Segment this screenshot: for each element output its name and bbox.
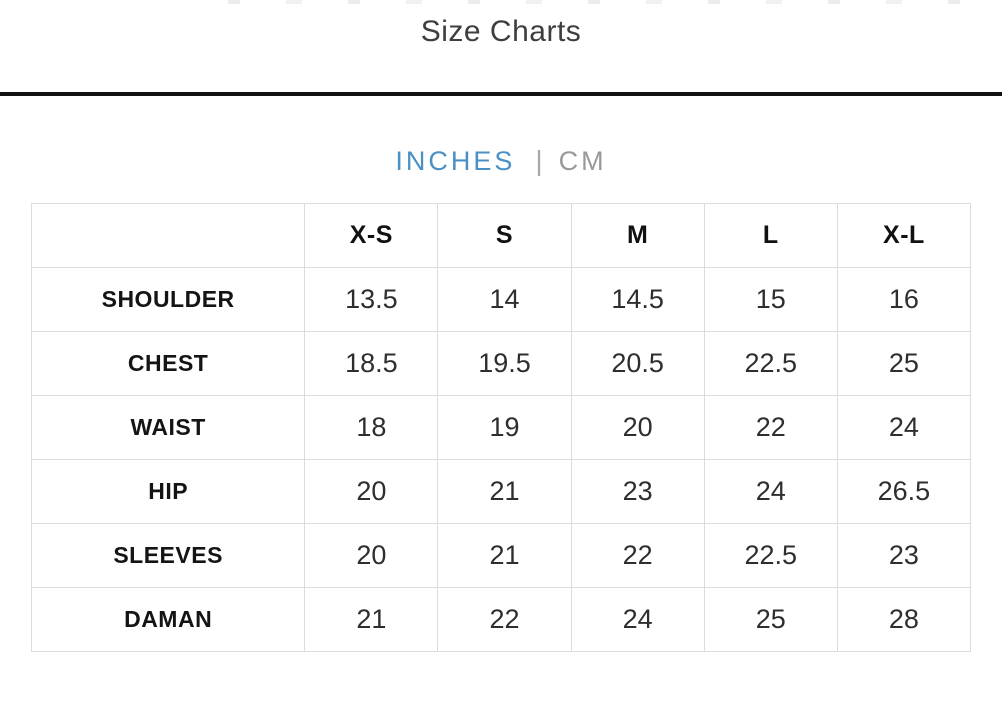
unit-toggle: INCHES | CM: [0, 144, 1002, 178]
row-label: HIP: [30, 459, 306, 524]
table-row-daman: DAMAN 21 22 24 25 28: [30, 587, 972, 652]
table-row-chest: CHEST 18.5 19.5 20.5 22.5 25: [30, 331, 972, 396]
row-label: CHEST: [30, 331, 306, 396]
column-header-m: M: [570, 203, 705, 268]
row-label: SLEEVES: [30, 523, 306, 588]
size-value: 28: [836, 587, 972, 652]
table-header-row: X-S S M L X-L: [30, 203, 972, 268]
size-value: 25: [836, 331, 972, 396]
size-value: 25: [703, 587, 838, 652]
size-value: 13.5: [304, 267, 439, 332]
size-value: 21: [304, 587, 439, 652]
title-divider: [0, 92, 1002, 96]
unit-separator: |: [535, 145, 543, 176]
row-label: WAIST: [30, 395, 306, 460]
size-value: 22.5: [703, 331, 838, 396]
column-header-empty: [30, 203, 306, 268]
size-value: 24: [570, 587, 705, 652]
column-header-xl: X-L: [836, 203, 972, 268]
size-value: 23: [836, 523, 972, 588]
size-value: 20: [304, 523, 439, 588]
unit-option-cm[interactable]: CM: [558, 146, 607, 176]
column-header-s: S: [437, 203, 572, 268]
size-value: 21: [437, 523, 572, 588]
size-value: 18.5: [304, 331, 439, 396]
size-value: 26.5: [836, 459, 972, 524]
size-value: 20: [570, 395, 705, 460]
size-value: 16: [836, 267, 972, 332]
size-value: 21: [437, 459, 572, 524]
column-header-l: L: [703, 203, 838, 268]
size-value: 22.5: [703, 523, 838, 588]
size-value: 19.5: [437, 331, 572, 396]
table-row-hip: HIP 20 21 23 24 26.5: [30, 459, 972, 524]
size-value: 22: [703, 395, 838, 460]
size-value: 15: [703, 267, 838, 332]
size-value: 22: [570, 523, 705, 588]
page-title: Size Charts: [420, 15, 582, 48]
table-row-waist: WAIST 18 19 20 22 24: [30, 395, 972, 460]
unit-option-inches[interactable]: INCHES: [395, 146, 516, 176]
row-label: SHOULDER: [30, 267, 306, 332]
size-chart-table: X-S S M L X-L SHOULDER 13.5 14 14.5 15 1…: [30, 203, 972, 652]
cropped-text-remnant: [228, 0, 998, 4]
size-value: 18: [304, 395, 439, 460]
size-value: 19: [437, 395, 572, 460]
row-label: DAMAN: [30, 587, 306, 652]
size-value: 22: [437, 587, 572, 652]
column-header-xs: X-S: [304, 203, 439, 268]
size-value: 20: [304, 459, 439, 524]
table-row-shoulder: SHOULDER 13.5 14 14.5 15 16: [30, 267, 972, 332]
size-value: 14: [437, 267, 572, 332]
size-value: 23: [570, 459, 705, 524]
size-value: 20.5: [570, 331, 705, 396]
size-value: 24: [836, 395, 972, 460]
size-value: 14.5: [570, 267, 705, 332]
size-value: 24: [703, 459, 838, 524]
table-row-sleeves: SLEEVES 20 21 22 22.5 23: [30, 523, 972, 588]
